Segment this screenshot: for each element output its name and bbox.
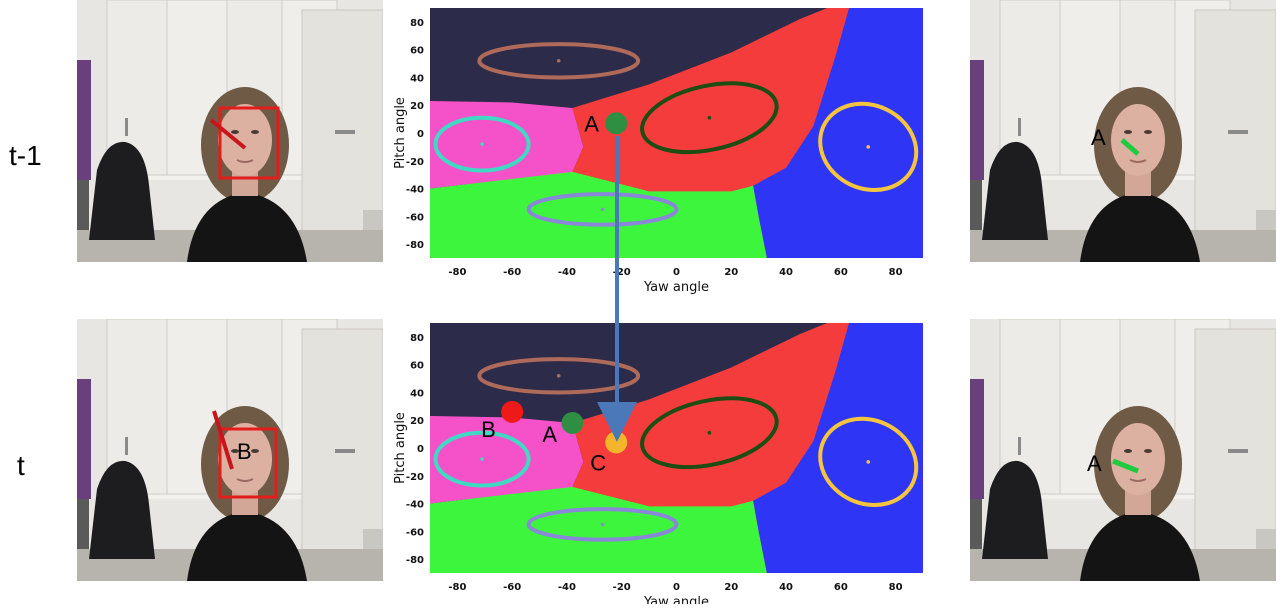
y-tick-label: -20 bbox=[406, 157, 424, 168]
gaussian-ellipse-right bbox=[818, 101, 919, 193]
point-marker-a bbox=[605, 112, 628, 135]
y-tick-label: 40 bbox=[410, 73, 424, 84]
head-pose-vector bbox=[212, 410, 234, 470]
row-label-t-minus-1: t-1 bbox=[9, 140, 42, 171]
gaussian-ellipse-left bbox=[433, 430, 531, 488]
region-left bbox=[430, 101, 584, 189]
x-tick-label: 80 bbox=[889, 267, 903, 278]
y-axis-label: Pitch angle bbox=[393, 412, 408, 484]
x-tick-label: 80 bbox=[889, 582, 903, 593]
gaussian-center-left bbox=[480, 142, 484, 146]
region-left bbox=[430, 416, 584, 504]
y-tick-label: -40 bbox=[406, 500, 424, 511]
gaussian-center-center bbox=[707, 115, 712, 120]
gaussian-ellipse-bottom bbox=[526, 192, 679, 227]
partition-plot-t: -80 -60 -40 -20 0 20 40 60 80 80 60 40 20 0 -20 -40 -60 -… bbox=[390, 318, 930, 609]
gaussian-center-bottom bbox=[600, 522, 605, 527]
y-tick-label: 20 bbox=[410, 416, 424, 427]
y-axis-label: Pitch angle bbox=[393, 97, 408, 169]
region-right bbox=[753, 8, 923, 258]
photo-t-minus-1-detection bbox=[77, 0, 383, 262]
y-tick-label: -40 bbox=[406, 185, 424, 196]
x-tick-label: 0 bbox=[673, 582, 680, 593]
x-tick-label: -40 bbox=[558, 582, 576, 593]
point-label-b: B bbox=[481, 417, 496, 442]
x-tick-label: -80 bbox=[448, 267, 466, 278]
plot-svg: -80 -60 -40 -20 0 20 40 60 80 80 60 40 20 0 -20 -40 -60 -… bbox=[393, 8, 923, 295]
gaussian-center-center bbox=[707, 430, 712, 435]
y-tick-label: -60 bbox=[406, 212, 424, 223]
y-tick-label: -80 bbox=[406, 555, 424, 566]
y-tick-label: 0 bbox=[417, 444, 424, 455]
x-tick-label: 60 bbox=[834, 267, 848, 278]
photo-t-estimate: A bbox=[970, 319, 1276, 581]
gaussian-ellipse-center bbox=[640, 396, 779, 470]
x-tick-label: -60 bbox=[503, 267, 521, 278]
y-tick-label: 60 bbox=[410, 46, 424, 57]
head-pose-vector bbox=[1120, 138, 1140, 156]
head-pose-vector bbox=[209, 118, 247, 150]
point-label-b: B bbox=[237, 439, 252, 464]
y-tick-label: 80 bbox=[410, 333, 424, 344]
point-label-a: A bbox=[1087, 451, 1102, 476]
y-tick-label: -60 bbox=[406, 527, 424, 538]
head-pose-vector bbox=[1112, 458, 1139, 474]
y-tick-label: 20 bbox=[410, 101, 424, 112]
gaussian-center-right bbox=[866, 145, 871, 149]
x-tick-label: -20 bbox=[613, 582, 631, 593]
point-marker-c bbox=[605, 431, 628, 454]
point-label-a: A bbox=[1091, 125, 1106, 150]
region-right bbox=[753, 323, 923, 573]
x-tick-label: -60 bbox=[503, 582, 521, 593]
x-axis-label: Yaw angle bbox=[643, 280, 709, 295]
x-tick-label: 20 bbox=[724, 267, 738, 278]
x-tick-label: -20 bbox=[613, 267, 631, 278]
gaussian-ellipse-top bbox=[477, 357, 641, 395]
point-label-a: A bbox=[542, 422, 557, 447]
point-marker-a bbox=[561, 412, 584, 434]
y-tick-label: 60 bbox=[410, 361, 424, 372]
row-label-t: t bbox=[17, 450, 25, 481]
y-tick-label: -20 bbox=[406, 472, 424, 483]
gaussian-ellipse-left bbox=[433, 115, 531, 173]
plot-svg: -80 -60 -40 -20 0 20 40 60 80 80 60 40 20 0 -20 -40 -60 -… bbox=[393, 323, 923, 609]
gaussian-ellipse-top bbox=[477, 42, 641, 80]
x-tick-label: -80 bbox=[448, 582, 466, 593]
y-tick-label: 40 bbox=[410, 388, 424, 399]
point-label-c: C bbox=[590, 450, 606, 475]
x-tick-label: 60 bbox=[834, 582, 848, 593]
x-tick-label: 40 bbox=[779, 582, 793, 593]
y-tick-label: -80 bbox=[406, 240, 424, 251]
gaussian-center-right bbox=[866, 460, 871, 464]
photo-t-minus-1-estimate: A bbox=[970, 0, 1276, 262]
y-tick-label: 0 bbox=[417, 129, 424, 140]
gaussian-ellipse-right bbox=[818, 416, 919, 508]
x-axis-label: Yaw angle bbox=[643, 595, 709, 604]
x-tick-label: 0 bbox=[673, 267, 680, 278]
x-tick-label: -40 bbox=[558, 267, 576, 278]
gaussian-center-bottom bbox=[600, 207, 605, 212]
gaussian-center-top bbox=[556, 373, 561, 378]
photo-t-detection: B bbox=[77, 319, 383, 581]
face-box bbox=[218, 106, 280, 180]
x-tick-label: 20 bbox=[724, 582, 738, 593]
x-tick-label: 40 bbox=[779, 267, 793, 278]
y-tick-label: 80 bbox=[410, 18, 424, 29]
gaussian-center-left bbox=[480, 457, 484, 461]
gaussian-ellipse-center bbox=[640, 81, 779, 155]
partition-plot-t-minus-1: -80 -60 -40 -20 0 20 40 60 80 80 60 40 20 0 -20 -40 -60 -… bbox=[390, 3, 930, 295]
gaussian-center-top bbox=[556, 58, 561, 63]
face-box bbox=[218, 427, 278, 499]
point-marker-b bbox=[501, 400, 524, 423]
point-label-a: A bbox=[584, 111, 599, 136]
gaussian-ellipse-bottom bbox=[526, 507, 679, 542]
